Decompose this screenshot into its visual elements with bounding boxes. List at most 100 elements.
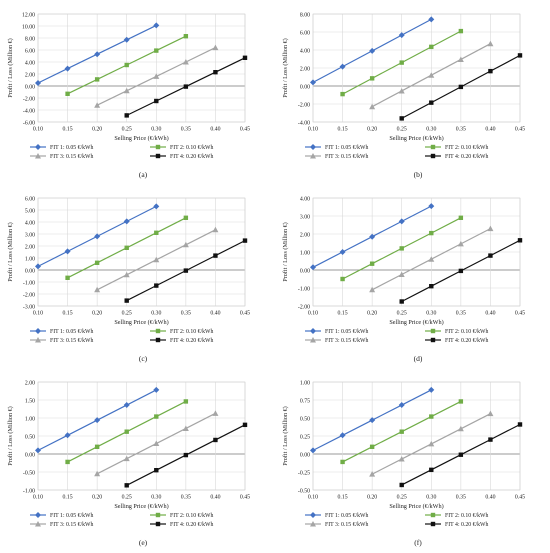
data-point-legend (430, 144, 436, 150)
legend-label: FIT 2: 0.10 €/kWh (170, 329, 213, 335)
data-point-0 (369, 286, 376, 293)
x-tick-label-0: 0.10 (33, 311, 43, 317)
data-point-2 (458, 452, 464, 457)
legend-item-fit-2: FIT 2: 0.10 €/kWh (425, 328, 488, 335)
data-point-3 (398, 218, 405, 225)
legend-item-fit-1: FIT 1: 0.05 €/kWh (30, 512, 93, 519)
data-point-2 (428, 72, 435, 78)
data-point-3 (154, 48, 159, 53)
y-tick-label-1: -0.25 (298, 470, 310, 476)
legend-item-fit-2: FIT 2: 0.10 €/kWh (150, 512, 213, 519)
legend-label: FIT 3: 0.15 €/kWh (50, 154, 93, 160)
data-point-3 (398, 402, 405, 409)
y-tick-label-7: 8.00 (25, 36, 35, 42)
y-tick-label-9: 6.00 (25, 196, 35, 202)
y-tick-label-3: 2.00 (300, 66, 310, 72)
data-point-0 (35, 80, 41, 86)
data-point-1 (398, 456, 405, 462)
data-point-1 (369, 76, 375, 81)
x-tick-label-1: 0.15 (62, 127, 72, 133)
plot-area (37, 381, 246, 491)
y-tick-label-5: 1.50 (25, 398, 35, 404)
x-tick-label-6: 0.40 (485, 127, 495, 133)
chart-panel-3: -3.00 -2.00 -1.00 0.00 1.00 2.00 3.00 4.00 5.00 6… (7, 196, 250, 363)
data-point-legend (310, 337, 316, 343)
y-tick-label-6: 6.00 (25, 48, 35, 54)
y-tick-label-0: -4.00 (298, 120, 310, 126)
y-axis-label: Profit / Loss (Million €) (7, 222, 14, 281)
data-point-3 (182, 241, 189, 248)
data-point-3 (457, 56, 464, 62)
data-point-2 (369, 47, 376, 54)
data-point-4 (242, 238, 248, 243)
data-point-0 (399, 116, 404, 121)
data-point-1 (429, 284, 434, 289)
y-tick-label-5: 2.00 (25, 244, 35, 250)
data-point-0 (399, 299, 404, 304)
legend-item-fit-1: FIT 1: 0.05 €/kWh (30, 144, 93, 151)
y-axis-label: Profit / Loss (Million €) (282, 222, 289, 281)
data-point-0 (124, 113, 129, 118)
plot-area (37, 197, 246, 307)
legend-item-fit-2: FIT 2: 0.10 €/kWh (150, 144, 213, 151)
data-point-1 (64, 248, 71, 255)
legend-item-fit-3: FIT 3: 0.15 €/kWh (305, 521, 368, 528)
data-point-3 (154, 414, 159, 419)
chart-panel-5: -1.00 -0.50 0.00 0.50 1.00 1.50 2.00 0.10 0.15 0.… (7, 380, 250, 547)
y-axis-label: Profit / Loss (Million €) (7, 38, 14, 97)
data-point-3 (182, 59, 189, 65)
data-point-2 (428, 440, 435, 447)
data-point-3 (429, 44, 434, 50)
legend-item-fit-2: FIT 2: 0.10 €/kWh (150, 328, 213, 335)
series-fit-4 (399, 238, 523, 304)
y-axis-label: Profit / Loss (Million €) (282, 406, 289, 465)
panel-label: (e) (139, 538, 148, 547)
data-point-legend (310, 328, 316, 334)
data-point-1 (339, 432, 346, 439)
x-tick-label-1: 0.15 (337, 311, 347, 317)
plot-area (37, 13, 246, 123)
x-tick-label-7: 0.45 (515, 311, 525, 317)
legend-label: FIT 2: 0.10 €/kWh (170, 513, 213, 519)
legend-item-fit-4: FIT 4: 0.20 €/kWh (150, 337, 213, 344)
legend-label: FIT 2: 0.10 €/kWh (170, 145, 213, 151)
data-point-legend (310, 153, 316, 159)
y-tick-label-0: -0.50 (298, 488, 310, 494)
data-point-1 (398, 271, 405, 277)
data-point-4 (487, 410, 494, 417)
legend-label: FIT 3: 0.15 €/kWh (50, 522, 93, 528)
x-tick-label-4: 0.30 (426, 311, 436, 317)
series-fit-4 (399, 422, 523, 488)
y-tick-label-4: 1.00 (25, 416, 35, 422)
data-point-2 (399, 246, 404, 251)
chart-panel-2: -4.00 -2.00 0.00 2.00 4.00 6.00 8.00 0.10 0.15 0.… (282, 12, 525, 179)
data-point-3 (488, 253, 493, 258)
x-tick-label-3: 0.25 (122, 311, 132, 317)
data-point-3 (488, 68, 493, 74)
x-tick-label-4: 0.30 (151, 495, 161, 501)
data-point-0 (94, 286, 101, 293)
data-point-legend (310, 144, 316, 150)
legend-item-fit-1: FIT 1: 0.05 €/kWh (305, 512, 368, 519)
y-tick-label-0: -3.00 (23, 304, 35, 310)
y-tick-label-7: 4.00 (25, 220, 35, 226)
data-point-0 (35, 263, 41, 270)
data-point-legend (35, 512, 41, 518)
data-point-legend (155, 521, 161, 527)
y-tick-label-3: 0.00 (25, 84, 35, 90)
data-point-4 (458, 215, 464, 220)
x-tick-label-4: 0.30 (151, 311, 161, 317)
series-fit-3 (369, 40, 494, 110)
data-point-2 (94, 51, 101, 58)
x-tick-label-3: 0.25 (397, 311, 407, 317)
data-point-0 (340, 276, 345, 282)
data-point-4 (242, 422, 248, 428)
data-point-0 (369, 103, 376, 110)
legend-item-fit-4: FIT 4: 0.20 €/kWh (425, 337, 488, 344)
data-point-1 (398, 87, 405, 94)
series-fit-3 (94, 410, 219, 477)
legend-item-fit-4: FIT 4: 0.20 €/kWh (150, 153, 213, 160)
data-point-2 (369, 233, 376, 240)
series-fit-4 (124, 55, 248, 118)
data-point-2 (183, 452, 189, 458)
